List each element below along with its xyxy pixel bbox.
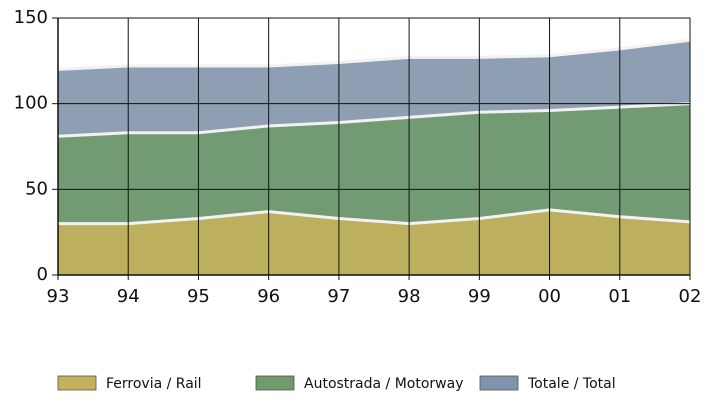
legend-label: Ferrovia / Rail (106, 376, 202, 392)
legend-swatch (479, 375, 519, 391)
x-tick-label: 93 (47, 286, 70, 307)
x-tick-label: 97 (327, 286, 350, 307)
area-edge (57, 38, 691, 71)
legend-label: Totale / Total (527, 376, 616, 392)
area (58, 209, 690, 275)
y-tick-label: 50 (25, 178, 48, 199)
legend-swatch (255, 375, 295, 391)
y-tick-label: 150 (14, 7, 48, 28)
x-tick-label: 98 (398, 286, 421, 307)
x-tick-label: 02 (679, 286, 702, 307)
legend-swatch (57, 375, 97, 391)
y-tick-label: 0 (37, 264, 48, 285)
x-tick-label: 95 (187, 286, 210, 307)
x-tick-label: 01 (608, 286, 631, 307)
x-tick-label: 94 (117, 286, 140, 307)
x-tick-label: 00 (538, 286, 561, 307)
x-tick-label: 99 (468, 286, 491, 307)
y-tick-label: 100 (14, 93, 48, 114)
x-tick-label: 96 (257, 286, 280, 307)
area-edge (58, 208, 691, 226)
area-edge (57, 102, 691, 138)
legend-label: Autostrada / Motorway (304, 376, 463, 392)
